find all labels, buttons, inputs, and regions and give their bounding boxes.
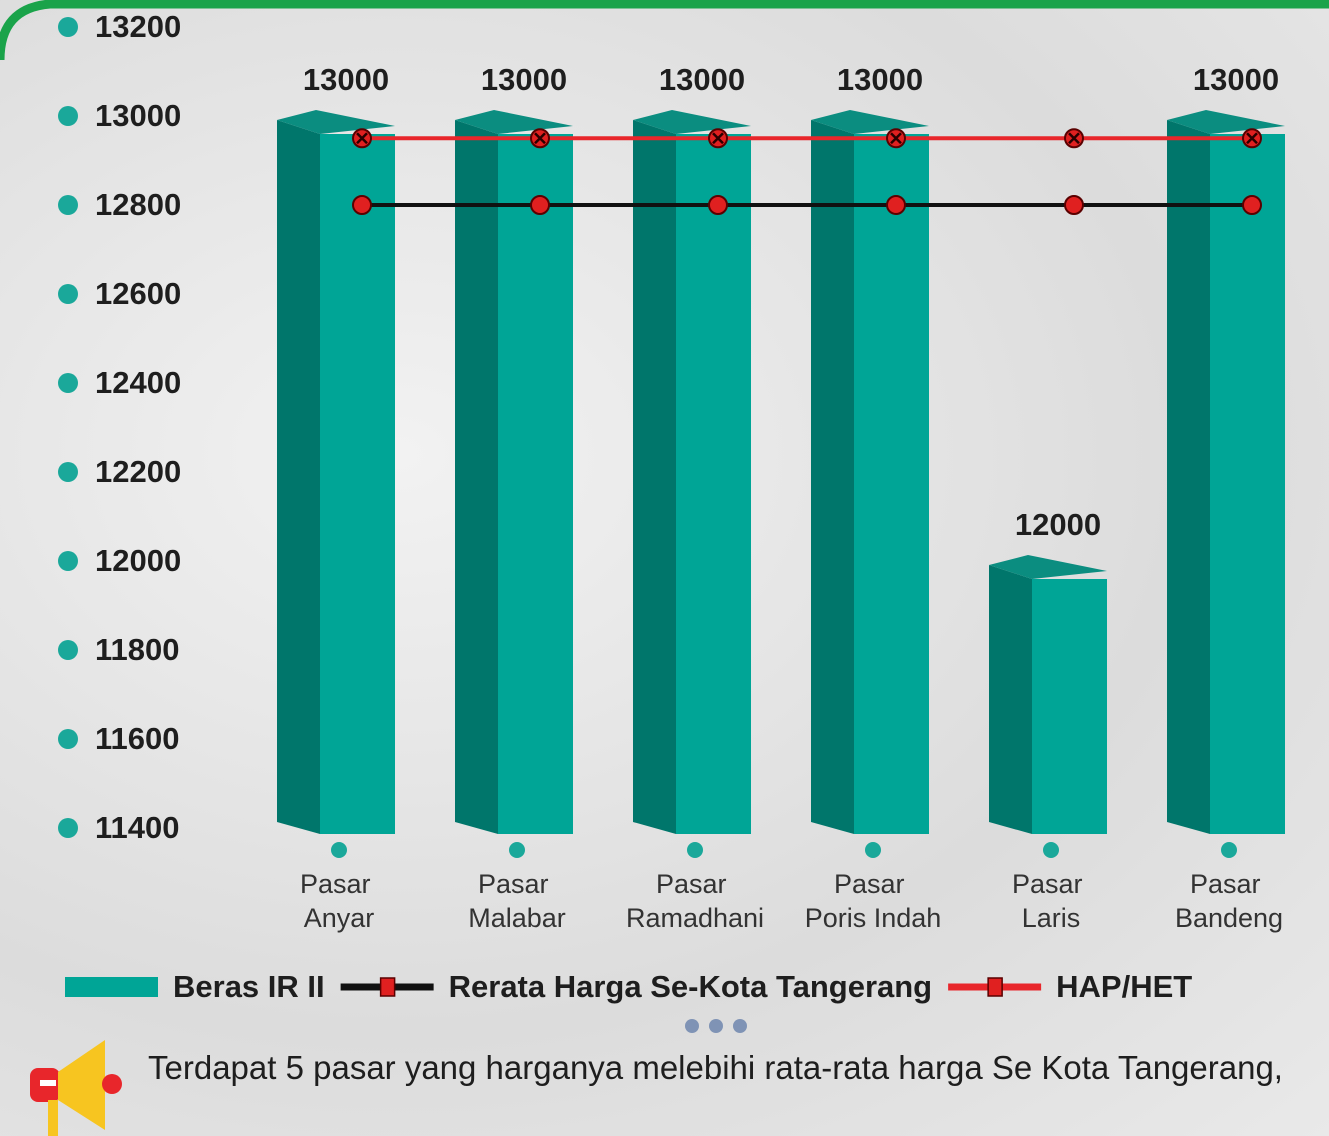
x-tick-dot — [509, 842, 525, 858]
megaphone-icon — [30, 1040, 122, 1136]
legend-swatch-marker — [987, 977, 1003, 997]
y-tick-label: 12600 — [95, 276, 181, 311]
y-tick-label: 11800 — [95, 632, 180, 667]
x-tick-label: Pasar Bandeng — [1175, 869, 1283, 933]
y-tick-dot — [58, 729, 78, 749]
legend-swatch-marker — [379, 977, 396, 997]
bar-front — [320, 134, 395, 834]
x-tick-label: Pasar Anyar — [300, 869, 378, 933]
y-tick-dot — [58, 195, 78, 215]
note: Terdapat 5 pasar yang harganya melebihi … — [148, 1049, 1283, 1086]
x-tick-label: Pasar Laris — [1012, 869, 1090, 933]
data-label: 13000 — [837, 62, 923, 97]
y-tick-dot — [58, 284, 78, 304]
marker-x — [890, 132, 902, 145]
marker-x — [1246, 132, 1258, 145]
bar — [811, 110, 929, 834]
bar-top — [455, 110, 573, 134]
line-marker — [352, 195, 372, 215]
y-tick-dot — [58, 17, 78, 37]
line-marker — [886, 195, 906, 215]
x-tick-label: Pasar Ramadhani — [626, 869, 764, 933]
bar-front — [854, 134, 929, 834]
y-tick-label: 12200 — [95, 454, 181, 489]
marker-x — [712, 132, 724, 145]
y-tick-dot — [58, 106, 78, 126]
x-tick-dot — [331, 842, 347, 858]
data-label: 13000 — [481, 62, 567, 97]
bar — [455, 110, 573, 834]
bar — [277, 110, 395, 834]
y-tick-dot — [58, 818, 78, 838]
data-label: 12000 — [1015, 507, 1101, 542]
x-tick-label: Pasar Poris Indah — [805, 869, 942, 933]
legend-label: Rerata Harga Se-Kota Tangerang — [449, 969, 933, 1004]
bar — [1167, 110, 1285, 834]
line-marker — [1242, 195, 1262, 215]
x-tick-dot — [687, 842, 703, 858]
bar-front — [498, 134, 573, 834]
y-tick-dot — [58, 373, 78, 393]
marker-x — [356, 132, 368, 145]
y-tick-label: 11400 — [95, 810, 180, 845]
bar-front — [676, 134, 751, 834]
y-tick-dot — [58, 640, 78, 660]
legend-swatch — [65, 977, 158, 997]
y-tick-label: 12800 — [95, 187, 181, 222]
bar-top — [1167, 110, 1285, 134]
bar-side — [811, 120, 854, 834]
line-marker — [530, 195, 550, 215]
y-tick-label: 13000 — [95, 98, 181, 133]
bar-side — [277, 120, 320, 834]
y-tick-dot — [58, 462, 78, 482]
bar-top — [633, 110, 751, 134]
bar — [989, 555, 1107, 834]
marker-x — [1068, 132, 1080, 145]
bar-side — [1167, 120, 1210, 834]
bar-top — [277, 110, 395, 134]
y-tick-label: 11600 — [95, 721, 180, 756]
bar-top — [989, 555, 1107, 579]
data-label: 13000 — [303, 62, 389, 97]
bar-top — [811, 110, 929, 134]
line-marker — [708, 195, 728, 215]
bar-side — [455, 120, 498, 834]
bar-front — [1210, 134, 1285, 834]
frame — [0, 0, 1329, 61]
data-label: 13000 — [1193, 62, 1279, 97]
dots-decoration — [685, 1019, 747, 1033]
x-tick-label: Pasar Malabar — [468, 869, 566, 933]
data-label: 13000 — [659, 62, 745, 97]
bar-side — [989, 565, 1032, 834]
y-tick-label: 13200 — [95, 9, 181, 44]
bar-side — [633, 120, 676, 834]
line-marker — [1064, 195, 1084, 215]
x-tick-dot — [1043, 842, 1059, 858]
marker-x — [534, 132, 546, 145]
y-tick-dot — [58, 551, 78, 571]
x-tick-dot — [865, 842, 881, 858]
legend-label: HAP/HET — [1056, 969, 1192, 1004]
y-tick-label: 12000 — [95, 543, 181, 578]
y-tick-label: 12400 — [95, 365, 181, 400]
x-tick-dot — [1221, 842, 1237, 858]
bar-front — [1032, 579, 1107, 834]
legend-label: Beras IR II — [173, 969, 325, 1004]
bar — [633, 110, 751, 834]
